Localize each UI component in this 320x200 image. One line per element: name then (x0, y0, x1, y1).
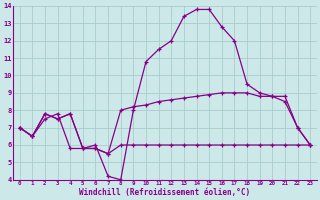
X-axis label: Windchill (Refroidissement éolien,°C): Windchill (Refroidissement éolien,°C) (79, 188, 251, 197)
